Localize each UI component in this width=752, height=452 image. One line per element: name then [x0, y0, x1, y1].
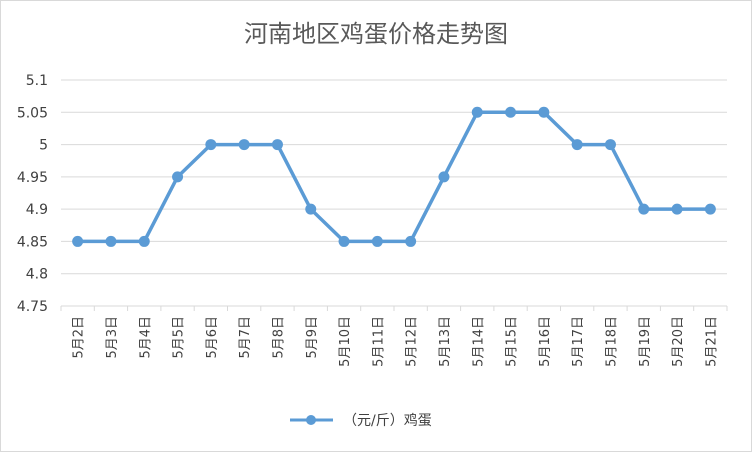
x-tick-label: 5月7日 — [238, 316, 253, 359]
y-tick-label: 5.05 — [17, 105, 48, 121]
chart-title: 河南地区鸡蛋价格走势图 — [244, 20, 508, 48]
data-point — [538, 106, 550, 118]
x-tick-label: 5月17日 — [571, 316, 586, 367]
x-tick-label: 5月10日 — [338, 316, 353, 367]
x-tick-label: 5月13日 — [438, 316, 453, 367]
y-tick-label: 5.1 — [26, 73, 48, 89]
x-tick-label: 5月8日 — [271, 316, 286, 359]
data-point — [638, 203, 650, 215]
x-tick-label: 5月14日 — [471, 316, 486, 367]
x-tick-label: 5月11日 — [371, 316, 386, 367]
data-point — [338, 235, 350, 247]
data-point — [371, 235, 383, 247]
data-point — [305, 203, 317, 215]
x-tick-label: 5月6日 — [205, 316, 220, 359]
y-tick-label: 5 — [39, 138, 48, 154]
data-point — [438, 171, 450, 183]
x-tick-label: 5月12日 — [405, 316, 420, 367]
x-tick-label: 5月3日 — [105, 316, 120, 359]
data-point — [671, 203, 683, 215]
series-line — [77, 110, 711, 244]
x-tick-label: 5月18日 — [604, 316, 619, 367]
x-tick-label: 5月19日 — [638, 316, 653, 367]
x-tick-label: 5月20日 — [671, 316, 686, 367]
y-tick-label: 4.8 — [26, 267, 48, 283]
x-tick-label: 5月5日 — [172, 316, 187, 359]
gridlines — [61, 79, 727, 307]
x-tick-label: 5月9日 — [305, 316, 320, 359]
y-tick-label: 4.85 — [17, 234, 48, 250]
data-point — [172, 171, 184, 183]
legend: （元/斤）鸡蛋 — [290, 412, 432, 429]
y-tick-label: 4.9 — [26, 202, 48, 218]
data-point — [238, 139, 250, 151]
y-axis-ticks: 4.75 4.8 4.85 4.9 4.95 5 5.05 5.1 — [17, 73, 48, 315]
data-point — [505, 106, 517, 118]
data-point — [604, 139, 616, 151]
x-tick-label: 5月2日 — [72, 316, 87, 359]
data-point — [205, 139, 217, 151]
series-layer — [72, 106, 716, 247]
data-point — [571, 139, 583, 151]
data-point — [271, 139, 283, 151]
x-tick-label: 5月4日 — [138, 316, 153, 359]
legend-label: （元/斤）鸡蛋 — [343, 412, 432, 429]
x-axis-ticks: 5月2日 5月3日 5月4日 5月5日 5月6日 5月7日 5月8日 5月9日 5月10日 5月1… — [60, 306, 728, 367]
data-point — [704, 203, 716, 215]
data-point — [138, 235, 150, 247]
data-point — [105, 235, 117, 247]
x-tick-label: 5月16日 — [538, 316, 553, 367]
x-tick-label: 5月21日 — [704, 316, 719, 367]
x-tick-label: 5月15日 — [505, 316, 520, 367]
y-tick-label: 4.95 — [17, 170, 48, 186]
data-point — [72, 235, 84, 247]
legend-marker — [306, 415, 316, 425]
data-point — [405, 235, 417, 247]
data-point — [471, 106, 483, 118]
y-tick-label: 4.75 — [17, 299, 48, 315]
